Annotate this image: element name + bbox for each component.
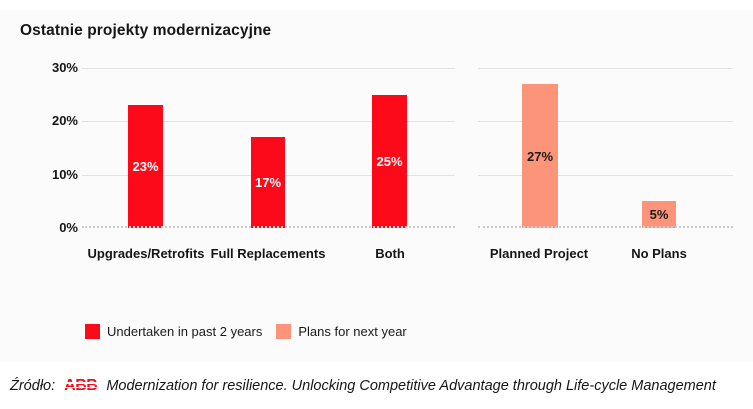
gridline-10 <box>478 175 733 176</box>
gridline-20 <box>478 121 733 122</box>
legend-label: Undertaken in past 2 years <box>107 324 263 339</box>
chart-panel-next-year: 27% 5% <box>478 68 733 228</box>
bar-no-plans: 5% <box>642 201 676 228</box>
bar-value-label: 27% <box>526 148 554 164</box>
legend-item-next-year: Plans for next year <box>276 324 407 339</box>
legend: Undertaken in past 2 years Plans for nex… <box>85 324 407 339</box>
x-axis-label-both: Both <box>375 246 405 261</box>
bar-planned-project: 27% <box>522 84 558 228</box>
gridline-20 <box>82 121 455 122</box>
bar-value-label: 17% <box>254 175 282 191</box>
bar-value-label: 25% <box>376 153 403 169</box>
y-axis-tick-30: 30% <box>51 60 78 75</box>
bar-value-label: 23% <box>132 159 159 175</box>
chart-title: Ostatnie projekty modernizacyjne <box>20 22 272 39</box>
x-axis-label-full-replacements: Full Replacements <box>210 246 326 261</box>
bar-both: 25% <box>372 94 407 228</box>
legend-label: Plans for next year <box>298 324 407 339</box>
x-axis-label-upgrades-retrofits: Upgrades/Retrofits <box>87 246 205 261</box>
gridline-30 <box>82 68 455 69</box>
abb-logo: ABB <box>63 377 99 394</box>
bar-value-label: 5% <box>649 207 669 223</box>
source-prefix: Źródło: <box>10 378 56 394</box>
source-line: Źródło: ABB Modernization for resilience… <box>10 377 750 395</box>
x-axis-label-planned-project: Planned Project <box>489 246 589 261</box>
legend-swatch-salmon-icon <box>276 324 292 339</box>
x-axis-baseline <box>478 226 733 228</box>
source-text: Modernization for resilience. Unlocking … <box>106 378 716 394</box>
y-axis-tick-10: 10% <box>51 167 78 182</box>
bar-upgrades-retrofits: 23% <box>128 105 163 228</box>
y-axis-tick-20: 20% <box>51 113 78 128</box>
legend-swatch-red-icon <box>85 324 100 339</box>
x-axis-baseline <box>82 226 455 228</box>
y-axis-tick-0: 0% <box>59 220 78 235</box>
chart-panel-past-2-years: 23% 17% 25% <box>82 68 455 228</box>
legend-item-past-2-years: Undertaken in past 2 years <box>85 324 262 339</box>
gridline-30 <box>478 68 733 69</box>
x-axis-label-no-plans: No Plans <box>631 246 687 261</box>
bar-full-replacements: 17% <box>251 137 285 228</box>
